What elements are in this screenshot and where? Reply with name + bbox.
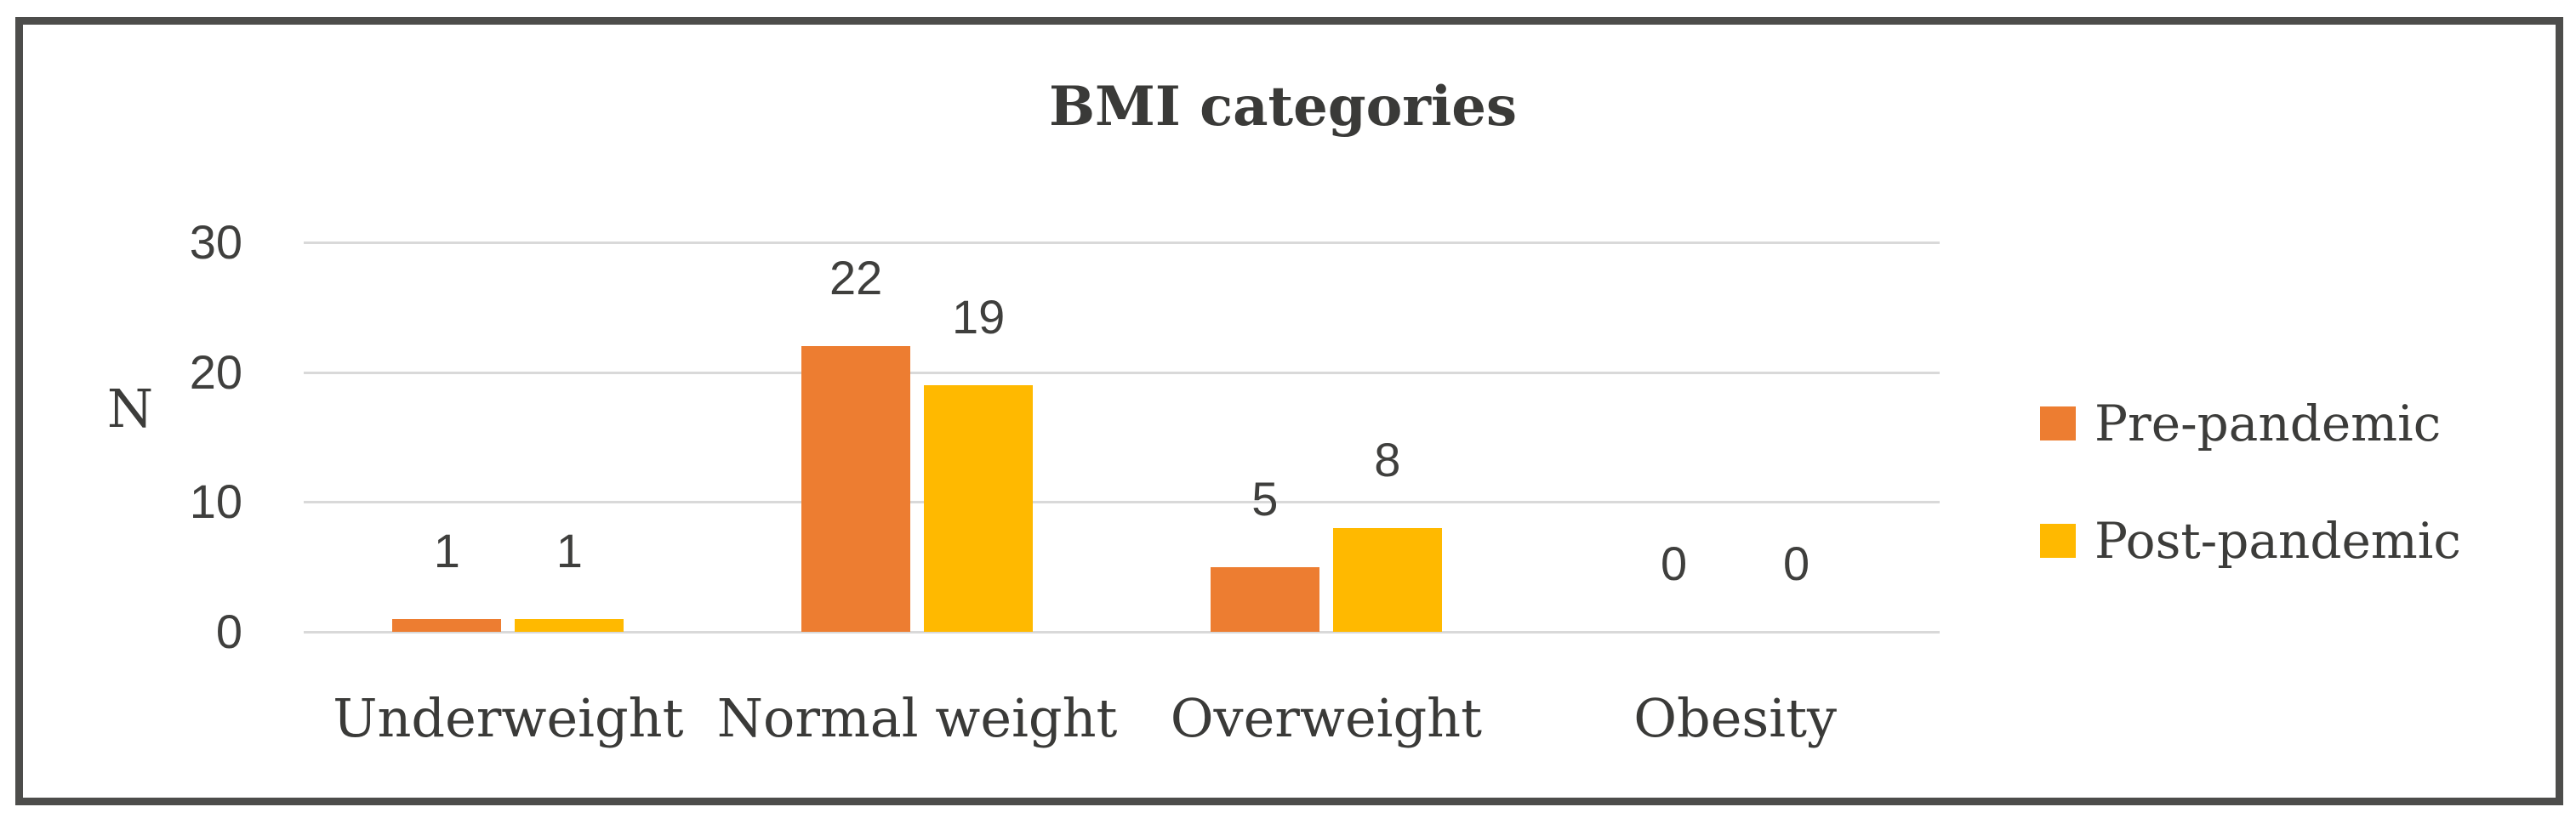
- gridline: [304, 242, 1940, 244]
- y-tick-label: 30: [189, 215, 242, 269]
- bar-pre-pandemic-overweight: [1210, 567, 1319, 632]
- gridline: [304, 371, 1940, 374]
- x-axis-category-label: Underweight: [333, 687, 684, 749]
- y-tick-label: 0: [215, 605, 242, 658]
- bar-value-label: 1: [433, 524, 460, 577]
- bar-value-label: 22: [829, 251, 883, 304]
- bar-pre-pandemic-normal-weight: [801, 346, 911, 632]
- y-axis-label: N: [106, 378, 154, 440]
- y-tick-label: 20: [189, 344, 242, 399]
- legend-color-swatch: [2040, 406, 2076, 440]
- legend-item-pre-pandemic: Pre-pandemic: [2040, 389, 2441, 457]
- bar-value-label: 1: [556, 524, 583, 577]
- bar-value-label: 0: [1661, 537, 1688, 590]
- gridline: [304, 631, 1940, 634]
- legend-label: Pre-pandemic: [2094, 395, 2442, 452]
- gridline: [304, 501, 1940, 504]
- legend-item-post-pandemic: Post-pandemic: [2040, 507, 2461, 575]
- legend-label: Post-pandemic: [2094, 512, 2461, 570]
- chart-title: BMI categories: [1048, 75, 1518, 139]
- bar-pre-pandemic-underweight: [392, 619, 502, 632]
- y-tick-label: 10: [189, 475, 242, 529]
- bar-value-label: 0: [1783, 537, 1810, 590]
- bar-value-label: 5: [1251, 472, 1279, 526]
- bar-post-pandemic-overweight: [1332, 528, 1442, 632]
- bar-post-pandemic-underweight: [515, 619, 624, 632]
- x-axis-category-label: Normal weight: [716, 687, 1118, 749]
- bar-post-pandemic-normal-weight: [924, 385, 1034, 632]
- x-axis-category-label: Obesity: [1633, 687, 1838, 749]
- bar-value-label: 19: [951, 290, 1006, 344]
- x-axis-category-label: Overweight: [1170, 687, 1483, 749]
- bar-value-label: 8: [1374, 433, 1401, 486]
- legend-color-swatch: [2040, 524, 2076, 558]
- figure-border: [15, 17, 2563, 805]
